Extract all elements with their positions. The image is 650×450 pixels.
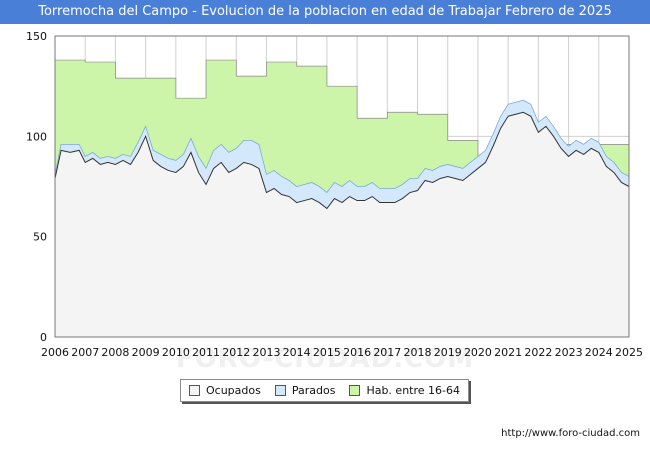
x-tick-label-2009: 2009	[132, 346, 160, 359]
x-tick-label-2017: 2017	[373, 346, 401, 359]
x-tick-label-2022: 2022	[524, 346, 552, 359]
x-tick-label-2006: 2006	[41, 346, 69, 359]
source-url[interactable]: http://www.foro-ciudad.com	[501, 428, 640, 439]
x-tick-label-2010: 2010	[162, 346, 190, 359]
y-tick-label-150: 150	[26, 30, 47, 43]
chart-title: Torremocha del Campo - Evolucion de la p…	[0, 0, 650, 24]
series-layer	[54, 59, 630, 338]
x-tick-label-2011: 2011	[192, 346, 220, 359]
x-tick-label-2018: 2018	[404, 346, 432, 359]
legend-label-parados: Parados	[291, 384, 336, 397]
legend-swatch-habitantes	[349, 385, 361, 396]
x-tick-label-2007: 2007	[71, 346, 99, 359]
legend-item-parados: Parados	[274, 384, 336, 397]
x-tick-label-2015: 2015	[313, 346, 341, 359]
x-tick-label-2019: 2019	[434, 346, 462, 359]
y-tick-label-0: 0	[40, 331, 47, 344]
legend-swatch-parados	[274, 385, 286, 396]
series-ocupados-area	[55, 112, 629, 338]
x-tick-label-2020: 2020	[464, 346, 492, 359]
y-tick-label-100: 100	[26, 130, 47, 143]
x-tick-label-2023: 2023	[555, 346, 583, 359]
x-tick-label-2013: 2013	[252, 346, 280, 359]
watermark: FORO-CIUDAD.COM	[175, 344, 475, 374]
x-tick-label-2025: 2025	[615, 346, 643, 359]
x-tick-label-2014: 2014	[283, 346, 311, 359]
legend-label-ocupados: Ocupados	[205, 384, 261, 397]
legend: Ocupados Parados Hab. entre 16-64	[180, 379, 469, 402]
x-tick-label-2024: 2024	[585, 346, 613, 359]
x-tick-label-2016: 2016	[343, 346, 371, 359]
legend-item-habitantes: Hab. entre 16-64	[349, 384, 460, 397]
legend-item-ocupados: Ocupados	[188, 384, 261, 397]
series-ocupados-line	[54, 111, 630, 210]
legend-label-habitantes: Hab. entre 16-64	[366, 384, 460, 397]
y-tick-label-50: 50	[33, 231, 47, 244]
legend-swatch-ocupados	[188, 385, 200, 396]
x-tick-label-2021: 2021	[494, 346, 522, 359]
plot-frame	[54, 35, 630, 338]
x-tick-label-2008: 2008	[101, 346, 129, 359]
x-tick-label-2012: 2012	[222, 346, 250, 359]
